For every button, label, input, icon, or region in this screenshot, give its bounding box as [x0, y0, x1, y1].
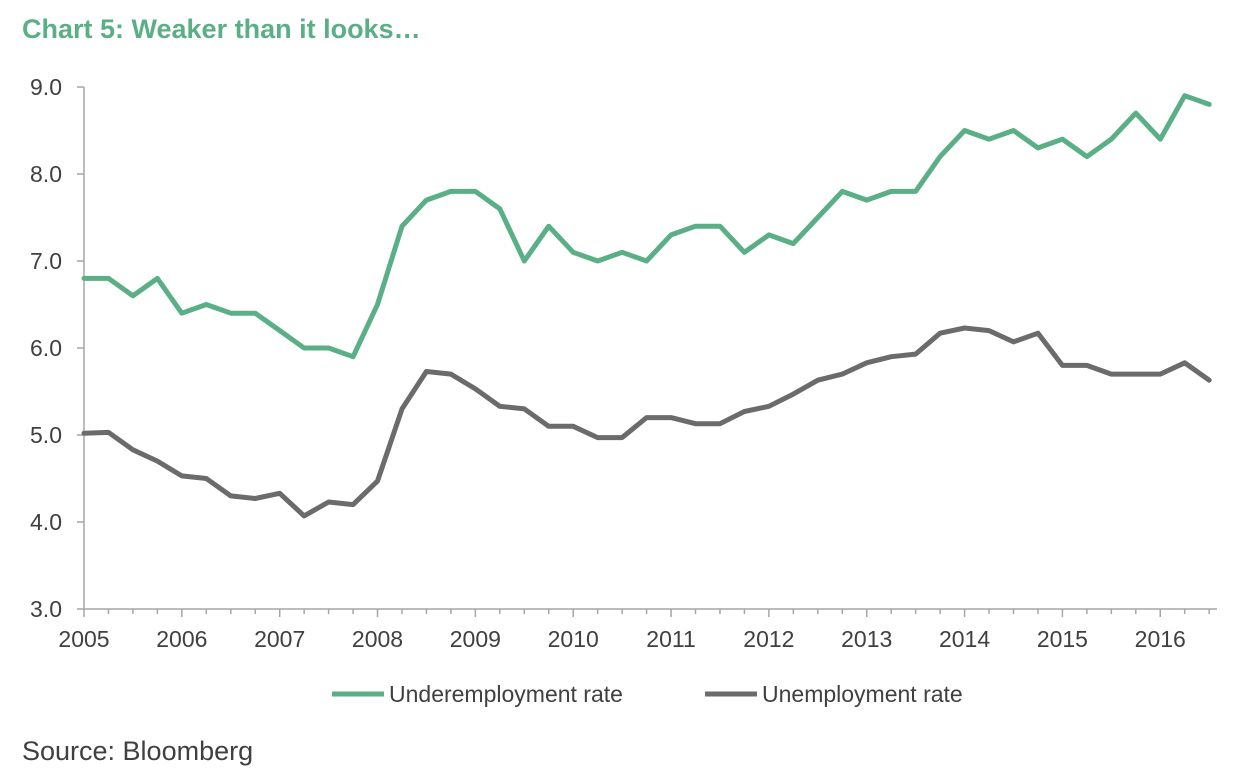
x-tick-label: 2014: [939, 626, 990, 652]
y-tick-label: 3.0: [30, 596, 62, 622]
y-tick-label: 8.0: [30, 161, 62, 187]
source-note: Source: Bloomberg: [22, 736, 254, 766]
x-tick-label: 2015: [1037, 626, 1088, 652]
legend-underemployment-label: Underemployment rate: [389, 681, 623, 707]
y-tick-label: 9.0: [30, 74, 62, 100]
underemployment-rate-line: [81, 93, 1212, 360]
series-layer: [81, 93, 1212, 519]
unemployment-rate-line: [81, 325, 1212, 519]
y-tick-label: 4.0: [30, 509, 62, 535]
chart-title: Chart 5: Weaker than it looks…: [22, 14, 421, 44]
legend-unemployment-label: Unemployment rate: [762, 681, 963, 707]
x-tick-label: 2013: [841, 626, 892, 652]
x-tick-label: 2005: [58, 626, 109, 652]
x-tick-label: 2016: [1135, 626, 1186, 652]
x-tick-label: 2009: [450, 626, 501, 652]
x-tick-label: 2007: [254, 626, 305, 652]
x-tick-label: 2006: [156, 626, 207, 652]
y-tick-label: 5.0: [30, 422, 62, 448]
x-tick-label: 2012: [743, 626, 794, 652]
x-tick-label: 2008: [352, 626, 403, 652]
x-axis: 2005 2006 2007 2008 2009 2010 2011 2012 2013 2014…: [58, 608, 1217, 652]
x-tick-label: 2011: [646, 626, 695, 652]
y-axis: 3.0 4.0 5.0 6.0 7.0 8.0 9.0: [30, 74, 85, 622]
y-tick-label: 7.0: [30, 248, 62, 274]
legend: Underemployment rate Unemployment rate: [332, 681, 963, 707]
x-tick-label: 2010: [548, 626, 599, 652]
y-tick-label: 6.0: [30, 335, 62, 361]
